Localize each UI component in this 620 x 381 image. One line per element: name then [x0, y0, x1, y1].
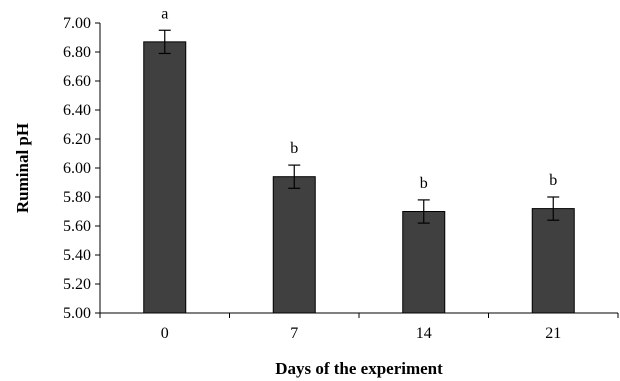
significance-label: b [290, 140, 298, 157]
bar [531, 208, 575, 314]
bar [402, 211, 446, 314]
y-tick-label: 7.00 [63, 15, 91, 32]
y-tick-label: 6.80 [63, 44, 91, 61]
significance-label: a [161, 5, 168, 22]
y-tick-label: 6.60 [63, 73, 91, 90]
bars-group [143, 41, 575, 314]
y-tick-label: 5.00 [63, 305, 91, 322]
error-bars-group [158, 29, 560, 224]
y-tick-label: 6.00 [63, 160, 91, 177]
x-axis-title: Days of the experiment [275, 359, 443, 378]
x-tick-label: 21 [545, 325, 561, 342]
y-axis-title: Ruminal pH [13, 123, 32, 213]
x-axis-ticks: 0 7 14 21 [99, 313, 619, 342]
x-tick-label: 0 [161, 325, 169, 342]
y-tick-label: 5.80 [63, 189, 91, 206]
error-bar [417, 199, 430, 224]
error-bar [288, 164, 301, 189]
y-tick-label: 5.40 [63, 247, 91, 264]
y-axis-ticks: 5.00 5.20 5.40 5.60 5.80 6.00 6.20 6.40 6.60 6.80… [63, 15, 100, 322]
error-bar [158, 29, 171, 55]
bar [143, 41, 187, 314]
significance-labels-group: a b b b [161, 5, 557, 192]
bar [272, 176, 316, 314]
y-tick-label: 5.60 [63, 218, 91, 235]
y-tick-label: 6.20 [63, 131, 91, 148]
error-bar [547, 196, 560, 221]
y-tick-label: 5.20 [63, 276, 91, 293]
significance-label: b [549, 172, 557, 189]
y-tick-label: 6.40 [63, 102, 91, 119]
x-tick-label: 7 [290, 325, 298, 342]
significance-label: b [420, 175, 428, 192]
x-tick-label: 14 [416, 325, 432, 342]
